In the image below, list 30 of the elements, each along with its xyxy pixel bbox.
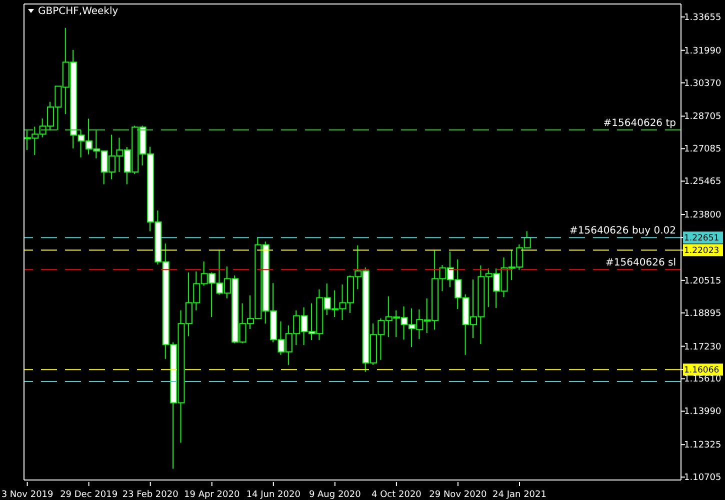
x-tick-label: 29 Nov 2020 [429, 490, 488, 500]
y-tick-label: 1.22651 [684, 234, 720, 244]
x-tick-label: 29 Dec 2019 [60, 490, 118, 500]
x-tick-label: 3 Nov 2019 [1, 490, 54, 500]
chart-title: GBPCHF,Weekly [38, 6, 118, 17]
y-tick-label: 1.27085 [684, 144, 722, 155]
x-tick-label: 23 Feb 2020 [122, 490, 179, 500]
y-tick-label: 1.17230 [684, 342, 722, 352]
y-tick-label: 1.23800 [684, 210, 722, 221]
x-tick-label: 9 Aug 2020 [308, 490, 362, 500]
y-tick-label: 1.22023 [684, 246, 720, 256]
x-tick-label: 24 Jan 2021 [492, 490, 546, 500]
y-tick-label: 1.20515 [684, 276, 722, 286]
y-tick-label: 1.12325 [684, 440, 722, 451]
x-tick-label: 14 Jun 2020 [246, 490, 301, 500]
y-tick-label: 1.25465 [684, 177, 722, 188]
x-tick-label: 4 Oct 2020 [371, 490, 422, 500]
y-tick-label: 1.13990 [684, 407, 722, 418]
y-tick-label: 1.16066 [684, 366, 720, 376]
y-tick-label: 1.15610 [684, 374, 722, 385]
ref-line-label: #15640626 buy 0.02 [569, 226, 676, 237]
y-tick-label: 1.31990 [684, 46, 722, 56]
x-tick-label: 19 Apr 2020 [184, 490, 240, 500]
y-tick-label: 1.33655 [684, 12, 722, 23]
ref-line-label: #15640626 sl [606, 258, 676, 269]
y-tick-label: 1.28705 [684, 112, 722, 122]
y-tick-label: 1.18895 [684, 308, 722, 319]
y-tick-label: 1.10705 [684, 473, 722, 484]
y-tick-label: 1.30370 [684, 78, 722, 89]
ref-line-label: #15640626 tp [603, 118, 676, 129]
